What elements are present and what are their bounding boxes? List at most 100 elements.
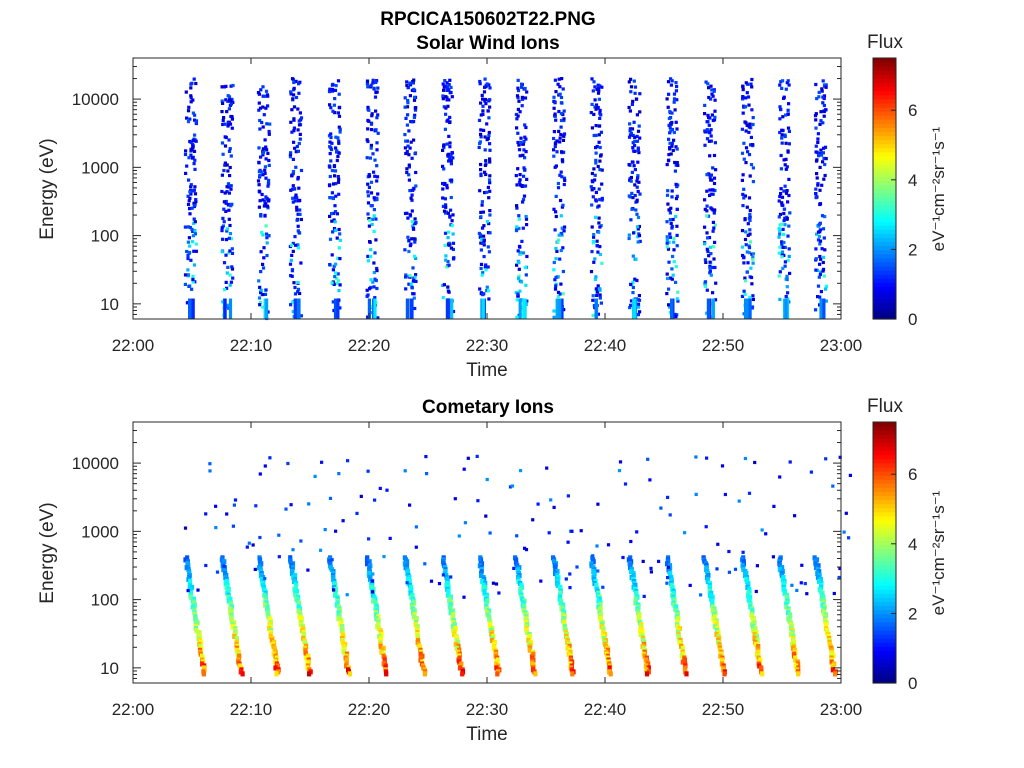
heatmap-cell: [259, 250, 263, 254]
heatmap-cell: [675, 233, 679, 237]
colorbar-segment: [873, 426, 896, 431]
heatmap-cell: [485, 220, 490, 224]
colorbar-tick-label: 0: [908, 674, 917, 693]
heatmap-cell: [192, 221, 196, 225]
colorbar-segment: [873, 519, 896, 525]
y-tick-label: 10: [100, 659, 119, 678]
heatmap-cell: [188, 196, 192, 200]
colorbar-segment: [873, 278, 896, 283]
heatmap-cell: [554, 210, 558, 214]
heatmap-cell: [713, 265, 717, 270]
heatmap-cell: [414, 273, 418, 277]
heatmap-cell: [633, 600, 638, 606]
heatmap-cell: [222, 200, 226, 204]
heatmap-cell: [407, 178, 411, 182]
heatmap-cell: [376, 316, 380, 320]
heatmap-cell: [599, 153, 603, 157]
colorbar-segment: [873, 176, 896, 181]
heatmap-cell: [445, 81, 449, 85]
heatmap-cell: [225, 190, 229, 194]
heatmap-cell: [631, 141, 635, 145]
heatmap-cell: [522, 148, 526, 152]
heatmap-cell: [185, 164, 189, 168]
heatmap-cell: [371, 152, 375, 156]
heatmap-cell: [214, 504, 218, 508]
heatmap-cell: [367, 108, 371, 112]
heatmap-cell: [443, 243, 447, 247]
heatmap-cell: [596, 284, 600, 288]
y-tick-label: 1000: [81, 158, 119, 177]
heatmap-cell: [370, 222, 374, 227]
heatmap-cell: [337, 246, 341, 250]
heatmap-cell: [337, 106, 341, 110]
solar-wind-panel: Solar Wind Ions 22:00 22:10 22:20 22:30 22:4…: [37, 32, 948, 381]
heatmap-cell: [705, 130, 710, 134]
heatmap-cell: [319, 548, 323, 552]
heatmap-cell: [665, 163, 669, 167]
heatmap-cell: [847, 536, 851, 540]
heatmap-cell: [367, 174, 372, 178]
heatmap-cell: [560, 298, 564, 319]
heatmap-cell: [480, 226, 485, 230]
heatmap-cell: [561, 246, 565, 250]
heatmap-cell: [818, 228, 822, 232]
heatmap-cell: [635, 179, 639, 183]
heatmap-cell: [517, 267, 521, 271]
heatmap-cell: [365, 156, 369, 160]
heatmap-cell: [598, 198, 602, 202]
heatmap-cell: [675, 161, 679, 165]
heatmap-cell: [291, 184, 295, 188]
heatmap-cell: [450, 178, 454, 182]
heatmap-cell: [193, 192, 198, 196]
heatmap-cell: [292, 281, 296, 285]
heatmap-cell: [263, 168, 267, 172]
colorbar-segment: [873, 597, 896, 603]
colorbar-segment: [873, 310, 896, 316]
heatmap-cell: [819, 119, 823, 123]
heatmap-cell: [667, 123, 671, 127]
heatmap-cell: [486, 109, 490, 113]
heatmap-cell: [232, 503, 236, 507]
heatmap-cell: [713, 240, 717, 244]
heatmap-cell: [748, 122, 752, 126]
heatmap-cell: [288, 559, 293, 565]
x-tick-label: 22:10: [230, 700, 273, 719]
heatmap-cell: [636, 302, 641, 306]
heatmap-cell: [265, 122, 269, 126]
heatmap-cell: [265, 196, 269, 201]
heatmap-cell: [516, 107, 520, 111]
heatmap-cell: [480, 273, 484, 277]
heatmap-cell: [670, 189, 674, 193]
heatmap-cell: [494, 665, 499, 671]
heatmap-cell: [253, 567, 257, 571]
heatmap-cell: [477, 118, 482, 122]
heatmap-cell: [289, 303, 293, 307]
heatmap-cell: [366, 293, 370, 297]
heatmap-cell: [745, 270, 749, 274]
heatmap-cell: [781, 203, 785, 207]
heatmap-cell: [184, 90, 188, 94]
heatmap-cell: [262, 113, 266, 117]
heatmap-cell: [447, 98, 451, 102]
heatmap-cell: [375, 266, 379, 271]
heatmap-cell: [370, 114, 374, 118]
heatmap-cell: [669, 129, 673, 133]
heatmap-cell: [669, 152, 673, 156]
heatmap-cell: [629, 303, 633, 307]
heatmap-cell: [521, 153, 525, 157]
heatmap-cell: [703, 280, 708, 284]
heatmap-cell: [708, 266, 712, 270]
heatmap-cell: [782, 240, 786, 245]
heatmap-cell: [366, 190, 370, 194]
heatmap-cell: [413, 254, 417, 258]
heatmap-cell: [219, 557, 224, 563]
heatmap-cell: [378, 643, 383, 649]
heatmap-cell: [594, 103, 599, 107]
heatmap-cell: [488, 189, 492, 193]
heatmap-cell: [665, 97, 669, 101]
heatmap-cell: [606, 543, 611, 547]
heatmap-cell: [405, 167, 409, 171]
heatmap-cell: [669, 276, 673, 280]
heatmap-cell: [638, 192, 642, 196]
heatmap-cell: [552, 136, 556, 141]
